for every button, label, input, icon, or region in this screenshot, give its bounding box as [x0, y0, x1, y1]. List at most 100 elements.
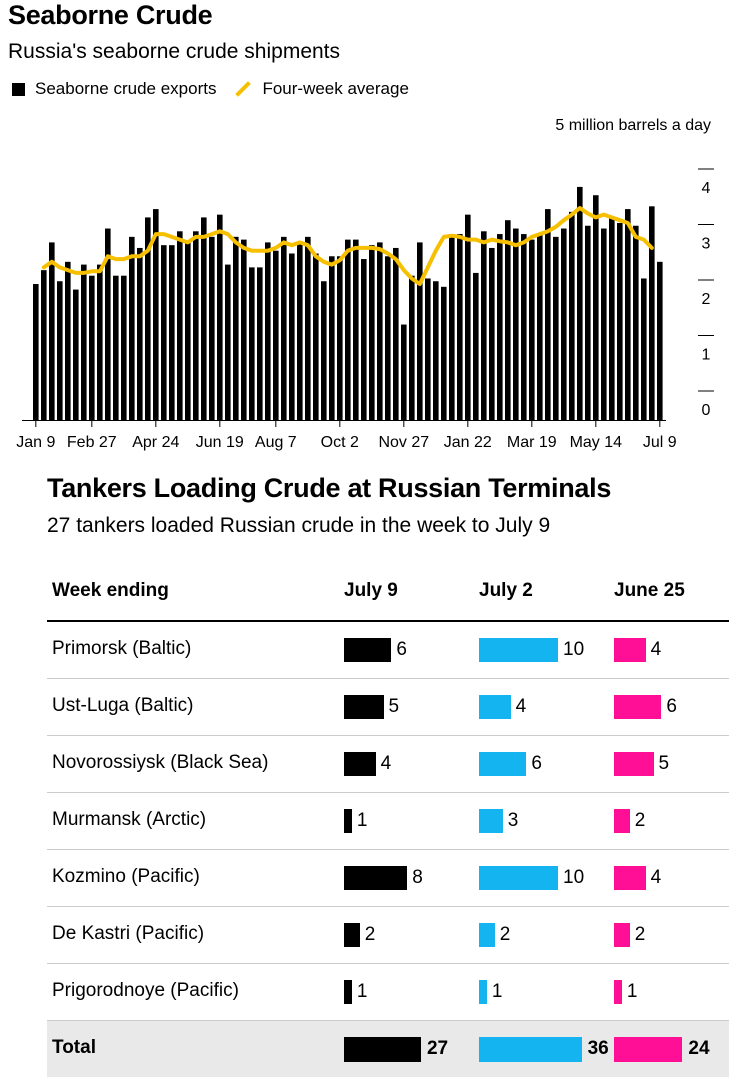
- terminal-name: De Kastri (Pacific): [52, 923, 205, 944]
- four-week-average-line: [41, 206, 654, 286]
- export-bar: [289, 253, 295, 420]
- export-bar: [305, 236, 311, 420]
- export-bar: [201, 217, 207, 420]
- export-bar: [409, 275, 415, 420]
- export-bar: [209, 236, 215, 420]
- export-bar: [297, 242, 303, 420]
- value-cell: 24: [614, 1021, 710, 1077]
- export-bar: [361, 259, 367, 420]
- tanker-count: 3: [507, 810, 519, 831]
- export-bar: [65, 261, 71, 420]
- tanker-count-bar: [614, 866, 646, 890]
- export-bar: [345, 239, 351, 420]
- value-cell: 2: [614, 907, 645, 963]
- export-bar: [657, 261, 663, 420]
- export-bar: [113, 275, 119, 420]
- legend-line-swatch: [235, 81, 252, 97]
- export-bar: [121, 275, 127, 420]
- y-tick-label: 0: [702, 402, 711, 419]
- tanker-count-bar: [614, 809, 630, 833]
- export-bar: [89, 275, 95, 420]
- value-cell: 3: [479, 793, 518, 849]
- export-bar: [393, 247, 399, 420]
- table-body: Primorsk (Baltic) 6 10 4 Ust-Luga (Baltic) 5 4…: [47, 622, 729, 1077]
- export-bar: [473, 272, 479, 420]
- x-tick-label: Feb 27: [67, 434, 117, 451]
- header-july-9: July 9: [344, 580, 398, 601]
- export-bar: [521, 234, 527, 420]
- table-subtitle: 27 tankers loaded Russian crude in the w…: [47, 514, 551, 537]
- value-cell: 10: [479, 850, 584, 906]
- export-bar: [41, 270, 47, 420]
- value-cell: 1: [614, 964, 637, 1020]
- export-bar: [321, 281, 327, 420]
- value-cell: 10: [479, 622, 584, 678]
- tanker-count: 2: [634, 810, 646, 831]
- x-tick-label: Nov 27: [378, 434, 429, 451]
- legend-line-label: Four-week average: [262, 79, 409, 98]
- x-tick-label: Jul 9: [643, 434, 677, 451]
- terminal-name: Novorossiysk (Black Sea): [52, 752, 269, 773]
- tanker-count: 2: [364, 924, 376, 945]
- export-bar: [593, 195, 599, 420]
- x-tick-label: Jan 9: [16, 434, 55, 451]
- value-cell: 1: [344, 964, 367, 1020]
- value-cell: 6: [344, 622, 407, 678]
- export-bar: [257, 267, 263, 420]
- tanker-count-bar: [614, 638, 646, 662]
- table-row: Novorossiysk (Black Sea) 4 6 5: [47, 736, 729, 793]
- tanker-count: 6: [666, 696, 677, 717]
- value-cell: 1: [344, 793, 367, 849]
- tanker-count: 6: [396, 639, 407, 660]
- tanker-count: 6: [531, 753, 542, 774]
- export-bar: [561, 228, 567, 420]
- export-bar: [57, 281, 63, 420]
- tanker-count-bar: [344, 866, 408, 890]
- export-bar: [97, 264, 103, 420]
- x-tick-label: Jan 22: [444, 434, 492, 451]
- legend-bar-swatch: [12, 82, 25, 96]
- export-bar: [513, 228, 519, 420]
- tanker-count-bar: [344, 695, 384, 719]
- terminal-name: Primorsk (Baltic): [52, 638, 192, 659]
- export-bar: [177, 231, 183, 420]
- tanker-count: 1: [626, 981, 638, 1002]
- header-july-2: July 2: [479, 580, 533, 601]
- y-axis-unit-label: 5 million barrels a day: [555, 117, 711, 134]
- export-bar: [145, 217, 151, 420]
- export-bar: [569, 211, 575, 420]
- tanker-count: 4: [650, 639, 662, 660]
- tanker-count-bar: [479, 809, 503, 833]
- terminal-name: Ust-Luga (Baltic): [52, 695, 194, 716]
- tanker-count-bar: [614, 752, 654, 776]
- tanker-count-bar: [479, 752, 527, 776]
- export-bar: [265, 242, 271, 420]
- export-bar: [225, 264, 231, 420]
- export-bar: [353, 239, 359, 420]
- export-bar: [369, 245, 375, 420]
- tanker-count: 36: [587, 1038, 609, 1059]
- table-row: Kozmino (Pacific) 8 10 4: [47, 850, 729, 907]
- export-bar: [529, 239, 535, 420]
- value-cell: 4: [614, 622, 661, 678]
- value-cell: 4: [479, 679, 526, 735]
- tanker-count-bar: [344, 1036, 421, 1062]
- value-cell: 27: [344, 1021, 448, 1077]
- legend-bars-label: Seaborne crude exports: [35, 79, 217, 98]
- export-bar: [425, 278, 431, 420]
- tanker-count: 1: [491, 981, 503, 1002]
- y-tick-label: 2: [702, 291, 711, 308]
- export-bar: [441, 286, 447, 420]
- export-bar: [129, 236, 135, 420]
- tanker-count-bar: [479, 638, 558, 662]
- export-bar: [233, 236, 239, 420]
- export-bar: [281, 236, 287, 420]
- export-bar: [161, 245, 167, 420]
- tanker-count-bar: [614, 980, 622, 1004]
- export-bar: [33, 284, 39, 420]
- x-tick-label: Apr 24: [132, 434, 179, 451]
- exports-chart: 5 million barrels a day 0 1 2 3 4 Jan 9 Feb 27 A…: [16, 117, 714, 451]
- y-tick-label: 4: [702, 180, 711, 197]
- tanker-count: 5: [388, 696, 400, 717]
- tanker-count-bar: [614, 1036, 683, 1062]
